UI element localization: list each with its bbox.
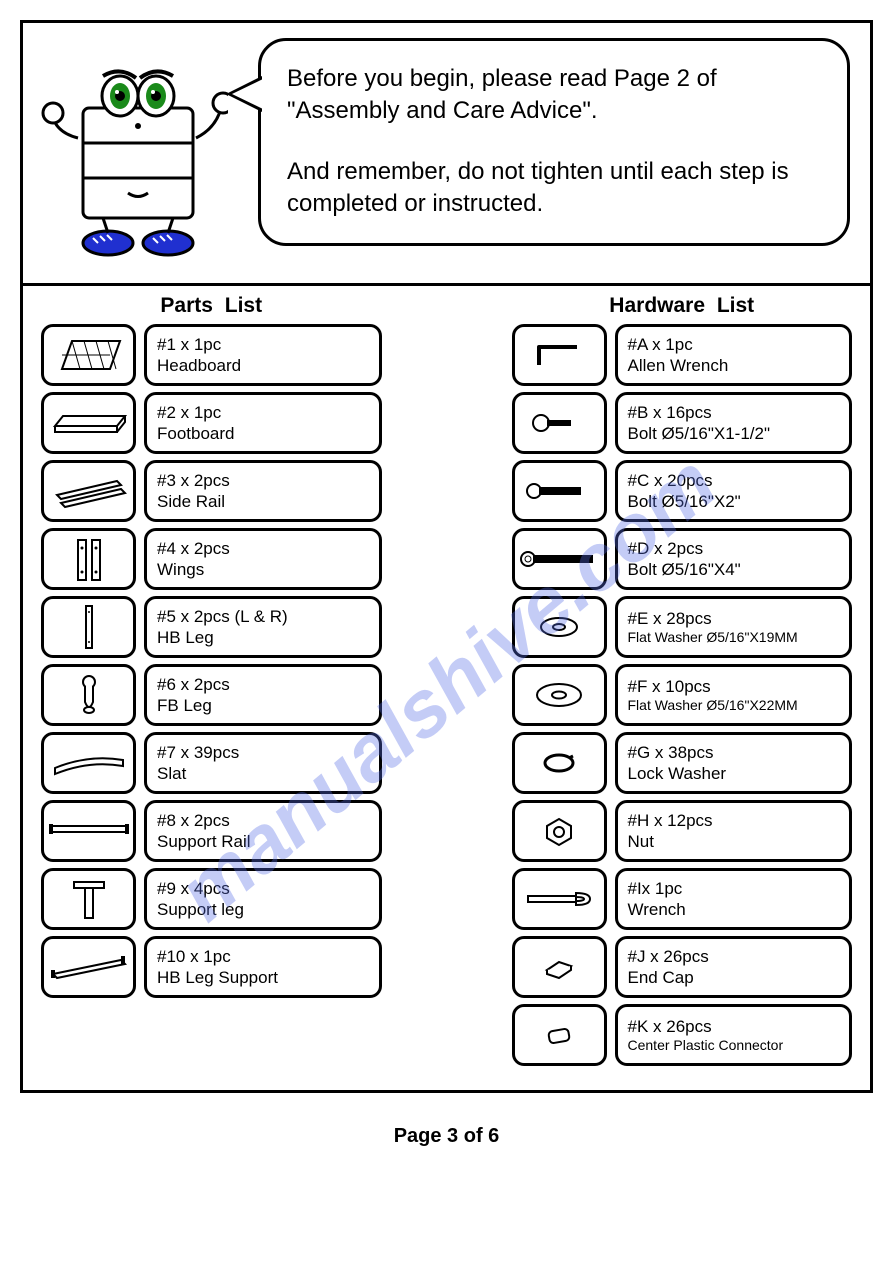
- part-row: #2 x 1pc Footboard: [41, 392, 382, 454]
- lists-section: manualshive.com Parts List #1 x 1pc Head…: [23, 286, 870, 1090]
- hardware-row: #D x 2pcs Bolt Ø5/16"X4": [512, 528, 853, 590]
- hardware-row: #G x 38pcs Lock Washer: [512, 732, 853, 794]
- flat-washer-e-icon: [512, 596, 607, 658]
- center-connector-icon: [512, 1004, 607, 1066]
- wings-icon: [41, 528, 136, 590]
- hardware-row: #K x 26pcs Center Plastic Connector: [512, 1004, 853, 1066]
- page-frame: Before you begin, please read Page 2 of …: [20, 20, 873, 1093]
- parts-title: Parts List: [41, 294, 382, 318]
- part-label: #1 x 1pc Headboard: [144, 324, 382, 386]
- hardware-row: #H x 12pcs Nut: [512, 800, 853, 862]
- part-row: #5 x 2pcs (L & R) HB Leg: [41, 596, 382, 658]
- hb-leg-support-icon: [41, 936, 136, 998]
- hardware-title: Hardware List: [512, 294, 853, 318]
- part-label: #7 x 39pcs Slat: [144, 732, 382, 794]
- lock-washer-icon: [512, 732, 607, 794]
- hardware-label: #G x 38pcs Lock Washer: [615, 732, 853, 794]
- support-rail-icon: [41, 800, 136, 862]
- speech-bubble: Before you begin, please read Page 2 of …: [258, 38, 850, 246]
- hardware-row: #B x 16pcs Bolt Ø5/16"X1-1/2": [512, 392, 853, 454]
- part-row: #6 x 2pcs FB Leg: [41, 664, 382, 726]
- part-row: #10 x 1pc HB Leg Support: [41, 936, 382, 998]
- bolt-c-icon: [512, 460, 607, 522]
- part-row: #9 x 4pcs Support leg: [41, 868, 382, 930]
- part-label: #5 x 2pcs (L & R) HB Leg: [144, 596, 382, 658]
- page-footer: Page 3 of 6: [0, 1113, 893, 1168]
- part-row: #4 x 2pcs Wings: [41, 528, 382, 590]
- hardware-label: #B x 16pcs Bolt Ø5/16"X1-1/2": [615, 392, 853, 454]
- speech-line-1: Before you begin, please read Page 2 of …: [287, 63, 821, 128]
- side-rail-icon: [41, 460, 136, 522]
- hardware-label: #A x 1pc Allen Wrench: [615, 324, 853, 386]
- nut-icon: [512, 800, 607, 862]
- bolt-d-icon: [512, 528, 607, 590]
- slat-icon: [41, 732, 136, 794]
- hardware-row: #F x 10pcs Flat Washer Ø5/16"X22MM: [512, 664, 853, 726]
- hardware-label: #E x 28pcs Flat Washer Ø5/16"X19MM: [615, 596, 853, 658]
- hardware-label: #K x 26pcs Center Plastic Connector: [615, 1004, 853, 1066]
- part-label: #3 x 2pcs Side Rail: [144, 460, 382, 522]
- hardware-column: Hardware List #A x 1pc Allen Wrench #B x…: [512, 294, 853, 1072]
- top-section: Before you begin, please read Page 2 of …: [23, 23, 870, 286]
- part-row: #3 x 2pcs Side Rail: [41, 460, 382, 522]
- part-label: #8 x 2pcs Support Rail: [144, 800, 382, 862]
- hardware-row: #J x 26pcs End Cap: [512, 936, 853, 998]
- wrench-icon: [512, 868, 607, 930]
- part-label: #6 x 2pcs FB Leg: [144, 664, 382, 726]
- hardware-row: #C x 20pcs Bolt Ø5/16"X2": [512, 460, 853, 522]
- mascot-character: [38, 38, 228, 268]
- hardware-label: #J x 26pcs End Cap: [615, 936, 853, 998]
- speech-line-2: And remember, do not tighten until each …: [287, 156, 821, 221]
- hardware-row: #Ix 1pc Wrench: [512, 868, 853, 930]
- end-cap-icon: [512, 936, 607, 998]
- bolt-b-icon: [512, 392, 607, 454]
- hardware-row: #A x 1pc Allen Wrench: [512, 324, 853, 386]
- hb-leg-icon: [41, 596, 136, 658]
- footboard-icon: [41, 392, 136, 454]
- part-label: #10 x 1pc HB Leg Support: [144, 936, 382, 998]
- support-leg-icon: [41, 868, 136, 930]
- fb-leg-icon: [41, 664, 136, 726]
- hardware-label: #F x 10pcs Flat Washer Ø5/16"X22MM: [615, 664, 853, 726]
- hardware-label: #C x 20pcs Bolt Ø5/16"X2": [615, 460, 853, 522]
- hardware-label: #Ix 1pc Wrench: [615, 868, 853, 930]
- hardware-label: #D x 2pcs Bolt Ø5/16"X4": [615, 528, 853, 590]
- flat-washer-f-icon: [512, 664, 607, 726]
- part-label: #9 x 4pcs Support leg: [144, 868, 382, 930]
- hardware-label: #H x 12pcs Nut: [615, 800, 853, 862]
- part-label: #4 x 2pcs Wings: [144, 528, 382, 590]
- part-row: #7 x 39pcs Slat: [41, 732, 382, 794]
- part-row: #8 x 2pcs Support Rail: [41, 800, 382, 862]
- parts-column: Parts List #1 x 1pc Headboard #2 x 1pc F…: [41, 294, 382, 1072]
- part-row: #1 x 1pc Headboard: [41, 324, 382, 386]
- allen-wrench-icon: [512, 324, 607, 386]
- part-label: #2 x 1pc Footboard: [144, 392, 382, 454]
- headboard-icon: [41, 324, 136, 386]
- hardware-row: #E x 28pcs Flat Washer Ø5/16"X19MM: [512, 596, 853, 658]
